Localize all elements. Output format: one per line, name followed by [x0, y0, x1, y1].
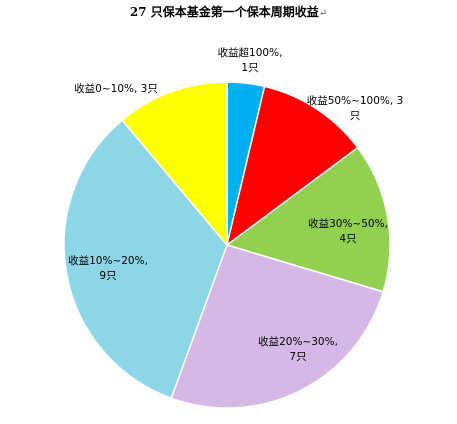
slices-layer [63, 81, 391, 409]
slice-label-line1: 收益50%~100%, 3 [307, 94, 404, 107]
return-mark: ↵ [318, 8, 328, 19]
pie-slice [170, 244, 385, 409]
chart-title-text: 27 只保本基金第一个保本周期收益 [129, 5, 319, 19]
slice-label: 收益超100%, 1只 [218, 46, 283, 74]
slice-label-line1: 收益超100%, [218, 46, 283, 59]
slice-label-line2: 只 [350, 110, 361, 122]
slice-label: 收益10%~20%, 9只 [68, 254, 148, 282]
slice-label-line2: 9只 [99, 270, 116, 282]
slice-label: 收益50%~100%, 3 只 [307, 94, 404, 122]
slice-label: 收益30%~50%, 4只 [308, 217, 388, 245]
pie-slice [225, 85, 359, 247]
pie-slice [225, 146, 391, 293]
slice-label-line1: 收益10%~20%, [68, 254, 148, 267]
chart-title: 27 只保本基金第一个保本周期收益↵ [0, 3, 457, 20]
slice-label-line2: 4只 [339, 233, 356, 245]
slice-label: 收益0~10%, 3只 [74, 82, 158, 95]
slice-label-line2: 1只 [241, 62, 258, 74]
slice-label: 收益20%~30%, 7只 [258, 335, 338, 363]
slice-label-line1: 收益30%~50%, [308, 217, 388, 230]
slice-label-line1: 收益20%~30%, [258, 335, 338, 348]
slice-label-line1: 收益0~10%, 3只 [74, 82, 158, 95]
pie-slice [63, 119, 228, 400]
slice-label-line2: 7只 [289, 351, 306, 363]
pie-slice [121, 81, 228, 248]
